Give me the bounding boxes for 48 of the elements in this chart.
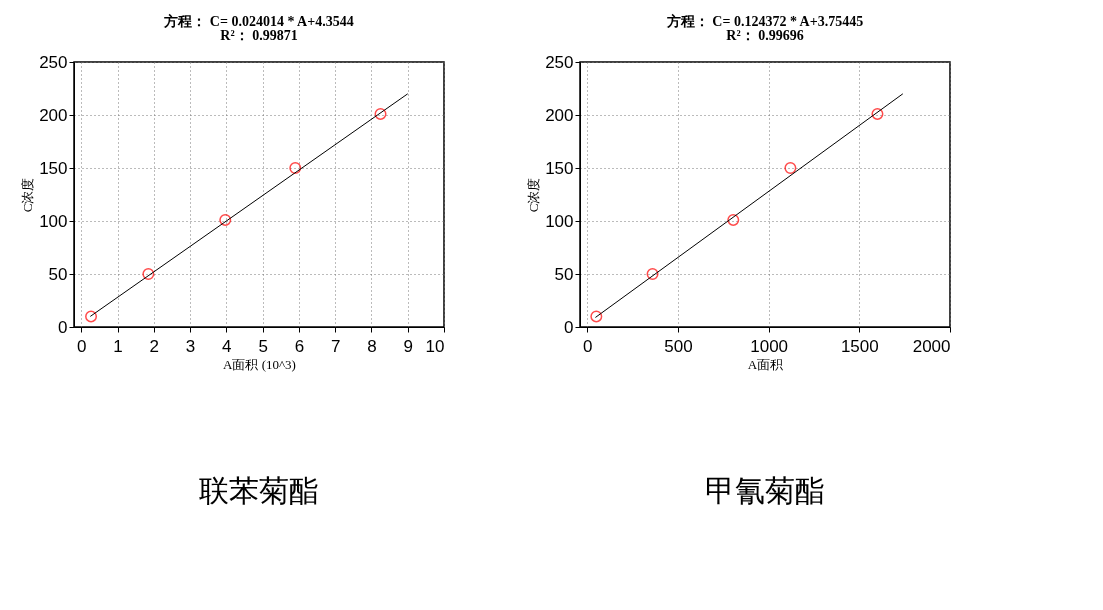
x-tick-label: 1 (113, 336, 123, 356)
y-tick-label: 200 (39, 105, 68, 125)
point (871, 107, 884, 120)
point (646, 268, 659, 280)
chart-subtitle: R²： 0.99696 (726, 28, 804, 43)
x-tick-label: 4 (222, 336, 232, 356)
x-tick-label: 500 (664, 336, 693, 356)
y-tick-label: 250 (545, 52, 574, 72)
x-tick-label: 9 (403, 336, 413, 356)
x-tick-label: 2000 (912, 336, 951, 356)
y-tick-label: 0 (58, 317, 68, 337)
y-tick-label: 50 (554, 264, 574, 284)
x-tick-label: 0 (77, 336, 87, 356)
y-tick-label: 50 (48, 264, 68, 284)
x-tick-label: 0 (583, 336, 593, 356)
y-tick-label: 0 (564, 317, 574, 337)
point (219, 213, 232, 226)
point (85, 310, 98, 323)
chart-title: 方程： C= 0.124372 * A+3.75445 (665, 13, 864, 29)
point (727, 213, 740, 226)
x-axis-title: A面积 (10^3) (223, 356, 296, 372)
chart-title: 方程： C= 0.024014 * A+4.3544 (163, 13, 354, 29)
x-tick-label: 2 (149, 336, 160, 356)
y-tick-label: 200 (545, 105, 574, 125)
point (784, 162, 797, 174)
text: 联苯菊酯 (199, 474, 319, 507)
chart-subtitle: R²： 0.99871 (220, 28, 298, 43)
point (374, 107, 387, 120)
y-tick-label: 150 (39, 158, 68, 178)
y-tick-label: 100 (39, 211, 68, 231)
x-tick-label: 1000 (750, 336, 789, 356)
x-tick-label: 3 (185, 336, 196, 356)
text: 甲氰菊酯 (705, 474, 825, 507)
x-tick-label: 8 (367, 336, 377, 356)
point (590, 310, 603, 323)
x-tick-label: 5 (258, 336, 268, 356)
x-tick-label: 1500 (840, 336, 879, 356)
y-tick-label: 250 (39, 52, 68, 72)
point (142, 268, 155, 280)
y-axis-title: C浓度 (526, 177, 542, 213)
x-axis-title: A面积 (747, 356, 784, 372)
point (289, 162, 302, 174)
y-tick-label: 100 (545, 211, 574, 231)
x-tick-label: 10 (425, 336, 445, 356)
x-tick-label: 6 (294, 336, 305, 356)
y-axis-title: C浓度 (20, 177, 36, 213)
y-tick-label: 150 (545, 158, 574, 178)
x-tick-label: 7 (330, 336, 341, 356)
